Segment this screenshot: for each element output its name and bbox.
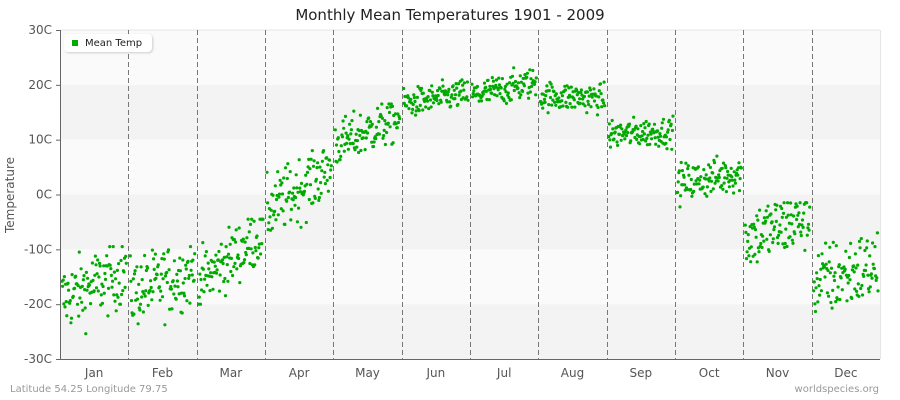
x-tick-label: Aug [561,366,584,380]
y-tick-label: -30C [24,352,52,366]
y-tick-label: 10C [28,133,52,147]
data-points [60,66,880,336]
location-caption: Latitude 54.25 Longitude 79.75 [10,384,168,395]
y-tick-label: 0C [36,188,52,202]
y-tick-label: 20C [28,78,52,92]
x-tick-label: Jan [84,366,104,380]
legend[interactable]: Mean Temp [64,34,153,52]
chart-title: Monthly Mean Temperatures 1901 - 2009 [295,6,605,24]
x-tick-label: Jul [496,366,511,380]
x-tick-label: Dec [834,366,857,380]
x-axis-labels: Jan Feb Mar Apr May Jun Jul Aug Sep Oct Nov Dec [84,366,858,380]
y-axis-title: Temperature [3,157,17,234]
x-tick-label: Oct [699,366,720,380]
y-tick-label: -20C [24,297,52,311]
x-tick-label: May [355,366,380,380]
source-credit: worldspecies.org [794,384,879,395]
y-tick-label: -10C [24,242,52,256]
y-axis-ticks: 30C 20C 10C 0C -10C -20C -30C [24,23,60,366]
x-tick-label: Jun [425,366,445,380]
x-tick-label: Feb [152,366,173,380]
x-tick-label: Mar [220,366,243,380]
x-tick-label: Nov [766,366,789,380]
legend-label: Mean Temp [85,37,143,49]
axes [60,30,880,360]
legend-swatch-icon [72,40,78,46]
x-tick-label: Sep [630,366,653,380]
x-tick-label: Apr [289,366,310,380]
y-tick-label: 30C [28,23,52,37]
